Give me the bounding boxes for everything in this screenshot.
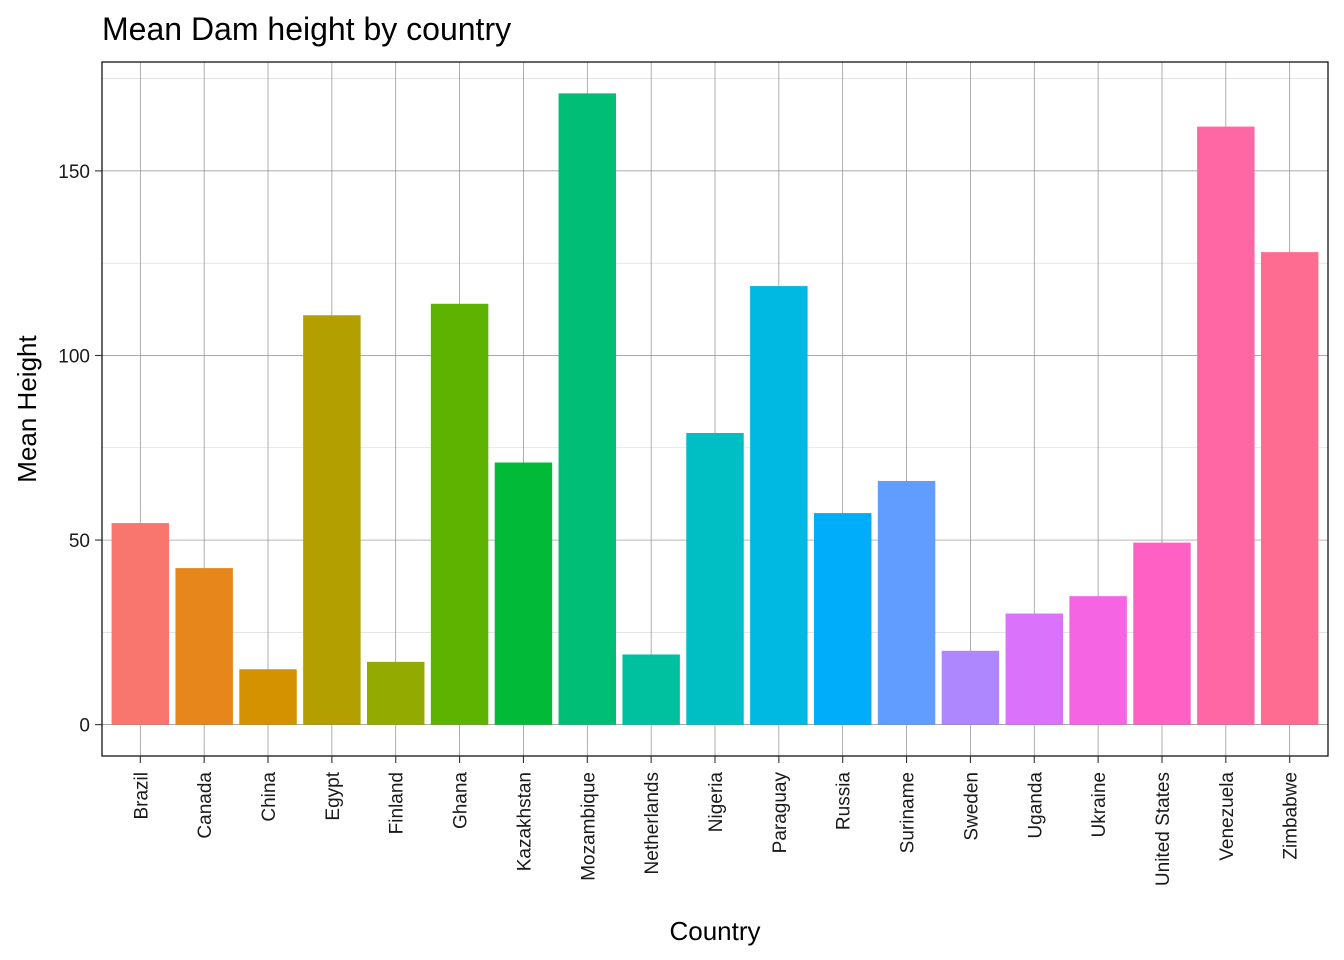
- bar-russia: [813, 513, 872, 725]
- x-tick-label: China: [259, 772, 280, 822]
- bar-canada: [175, 568, 233, 725]
- x-axis-title: Country: [669, 916, 760, 946]
- bar-united-states: [1133, 542, 1191, 725]
- y-tick-label: 50: [69, 531, 90, 552]
- x-tick-label: Zimbabwe: [1281, 772, 1302, 860]
- y-tick-label: 100: [58, 346, 90, 367]
- bar-suriname: [877, 480, 936, 725]
- x-tick-label: Ghana: [451, 772, 472, 829]
- x-tick-label: Canada: [195, 772, 216, 839]
- x-tick-label: United States: [1153, 772, 1174, 886]
- y-tick-label: 0: [79, 716, 90, 737]
- bar-uganda: [1005, 613, 1064, 725]
- bar-zimbabwe: [1260, 252, 1319, 725]
- bar-kazakhstan: [494, 462, 553, 725]
- bar-finland: [366, 661, 425, 725]
- x-tick-label: Nigeria: [706, 772, 727, 833]
- y-axis-title: Mean Height: [12, 335, 42, 483]
- bar-brazil: [111, 523, 170, 725]
- x-tick-label: Russia: [834, 772, 855, 831]
- chart-title: Mean Dam height by country: [102, 11, 511, 47]
- bar-venezuela: [1197, 126, 1255, 725]
- bar-netherlands: [622, 654, 680, 725]
- bars: [111, 93, 1319, 725]
- x-tick-label: Egypt: [323, 771, 344, 820]
- x-tick-label: Suriname: [898, 772, 919, 853]
- bar-mozambique: [558, 93, 617, 725]
- x-tick-label: Paraguay: [770, 772, 791, 854]
- x-tick-label: Netherlands: [642, 772, 663, 874]
- x-axis: Brazil Canada China Egypt Finland Ghana Kazakh…: [131, 756, 1302, 886]
- x-tick-label: Mozambique: [578, 772, 599, 881]
- x-tick-label: Finland: [387, 772, 408, 834]
- bar-paraguay: [750, 286, 808, 725]
- x-tick-label: Brazil: [131, 772, 152, 820]
- bar-ukraine: [1069, 596, 1127, 725]
- x-tick-label: Venezuela: [1217, 772, 1238, 861]
- bar-sweden: [941, 650, 1000, 725]
- bar-ghana: [430, 303, 489, 725]
- x-tick-label: Kazakhstan: [514, 772, 535, 871]
- y-tick-label: 150: [58, 162, 90, 183]
- bar-egypt: [303, 315, 361, 725]
- bar-china: [239, 669, 297, 725]
- x-tick-label: Sweden: [961, 772, 982, 841]
- x-tick-label: Ukraine: [1089, 772, 1110, 837]
- bar-nigeria: [686, 432, 744, 725]
- y-axis: 0 50 100 150: [58, 162, 102, 737]
- x-tick-label: Uganda: [1025, 772, 1046, 839]
